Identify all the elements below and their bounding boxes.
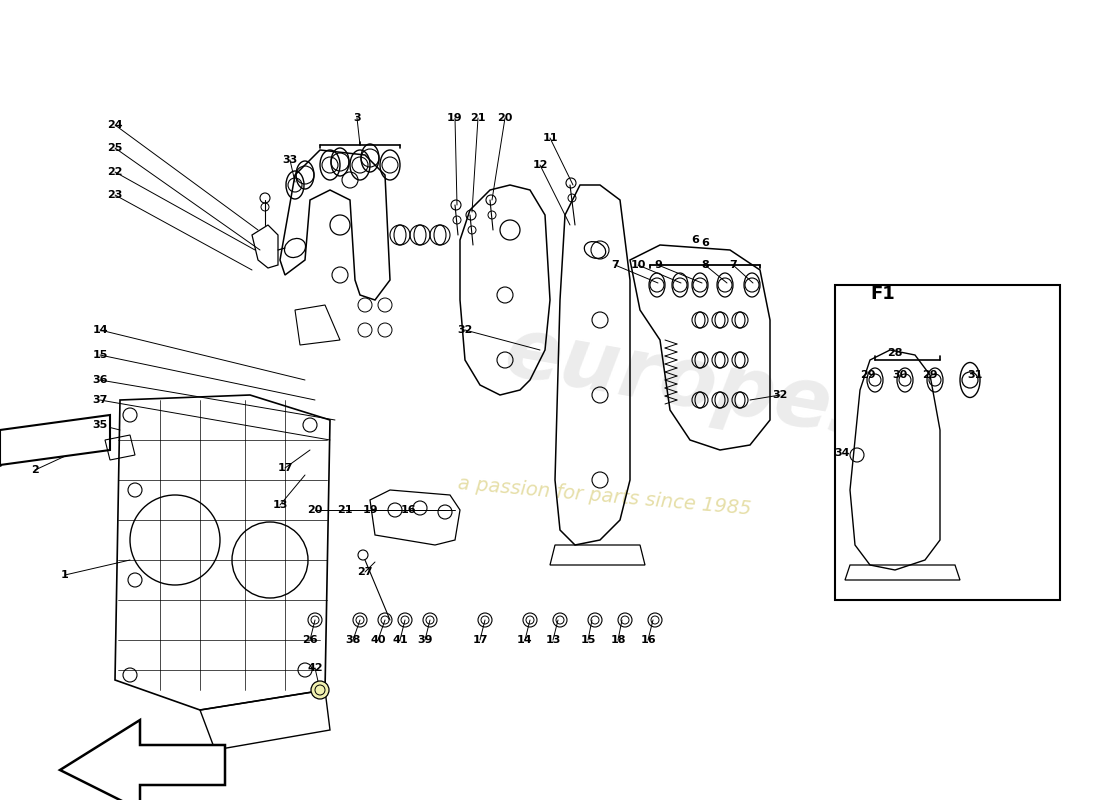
Text: 38: 38 [345,635,361,645]
Text: 17: 17 [472,635,487,645]
Text: 42: 42 [307,663,322,673]
Text: 20: 20 [307,505,322,515]
Text: 12: 12 [532,160,548,170]
Text: 21: 21 [471,113,486,123]
Text: 15: 15 [92,350,108,360]
Text: 14: 14 [517,635,532,645]
Text: 20: 20 [497,113,513,123]
Text: 8: 8 [701,260,708,270]
Text: 27: 27 [358,567,373,577]
Text: 1: 1 [62,570,69,580]
Text: 39: 39 [417,635,432,645]
Text: 17: 17 [277,463,293,473]
Text: 34: 34 [834,448,849,458]
Text: 40: 40 [371,635,386,645]
Text: 30: 30 [892,370,907,380]
Text: 10: 10 [630,260,646,270]
Text: F1: F1 [870,285,894,303]
Text: 2: 2 [31,465,38,475]
Bar [835,285,1060,600]
Text: 7: 7 [729,260,737,270]
Text: 37: 37 [92,395,108,405]
Text: 13: 13 [273,500,288,510]
Text: 19: 19 [448,113,463,123]
Text: 7: 7 [612,260,619,270]
Text: 14: 14 [92,325,108,335]
Text: 33: 33 [283,155,298,165]
Text: 6: 6 [691,235,698,245]
Text: 24: 24 [107,120,123,130]
Text: 13: 13 [546,635,561,645]
Text: 15: 15 [581,635,596,645]
Text: 29: 29 [860,370,876,380]
Text: 35: 35 [92,420,108,430]
Text: 29: 29 [922,370,938,380]
Polygon shape [0,415,110,465]
Text: 28: 28 [888,348,903,358]
Text: 16: 16 [400,505,416,515]
Text: 9: 9 [654,260,662,270]
Polygon shape [60,720,226,800]
Text: 3: 3 [353,113,361,123]
Text: 31: 31 [967,370,982,380]
Text: a passion for parts since 1985: a passion for parts since 1985 [458,474,752,518]
Text: 19: 19 [362,505,377,515]
Circle shape [311,681,329,699]
Text: 25: 25 [108,143,123,153]
Text: 18: 18 [610,635,626,645]
Text: 32: 32 [458,325,473,335]
Text: 11: 11 [542,133,558,143]
Text: 22: 22 [108,167,123,177]
Text: 6: 6 [701,238,708,248]
Text: 23: 23 [108,190,123,200]
Text: 16: 16 [640,635,656,645]
Text: 36: 36 [92,375,108,385]
Text: 21: 21 [338,505,353,515]
Text: 26: 26 [302,635,318,645]
Text: 32: 32 [772,390,788,400]
Text: 41: 41 [393,635,408,645]
Text: europes: europes [499,311,887,457]
